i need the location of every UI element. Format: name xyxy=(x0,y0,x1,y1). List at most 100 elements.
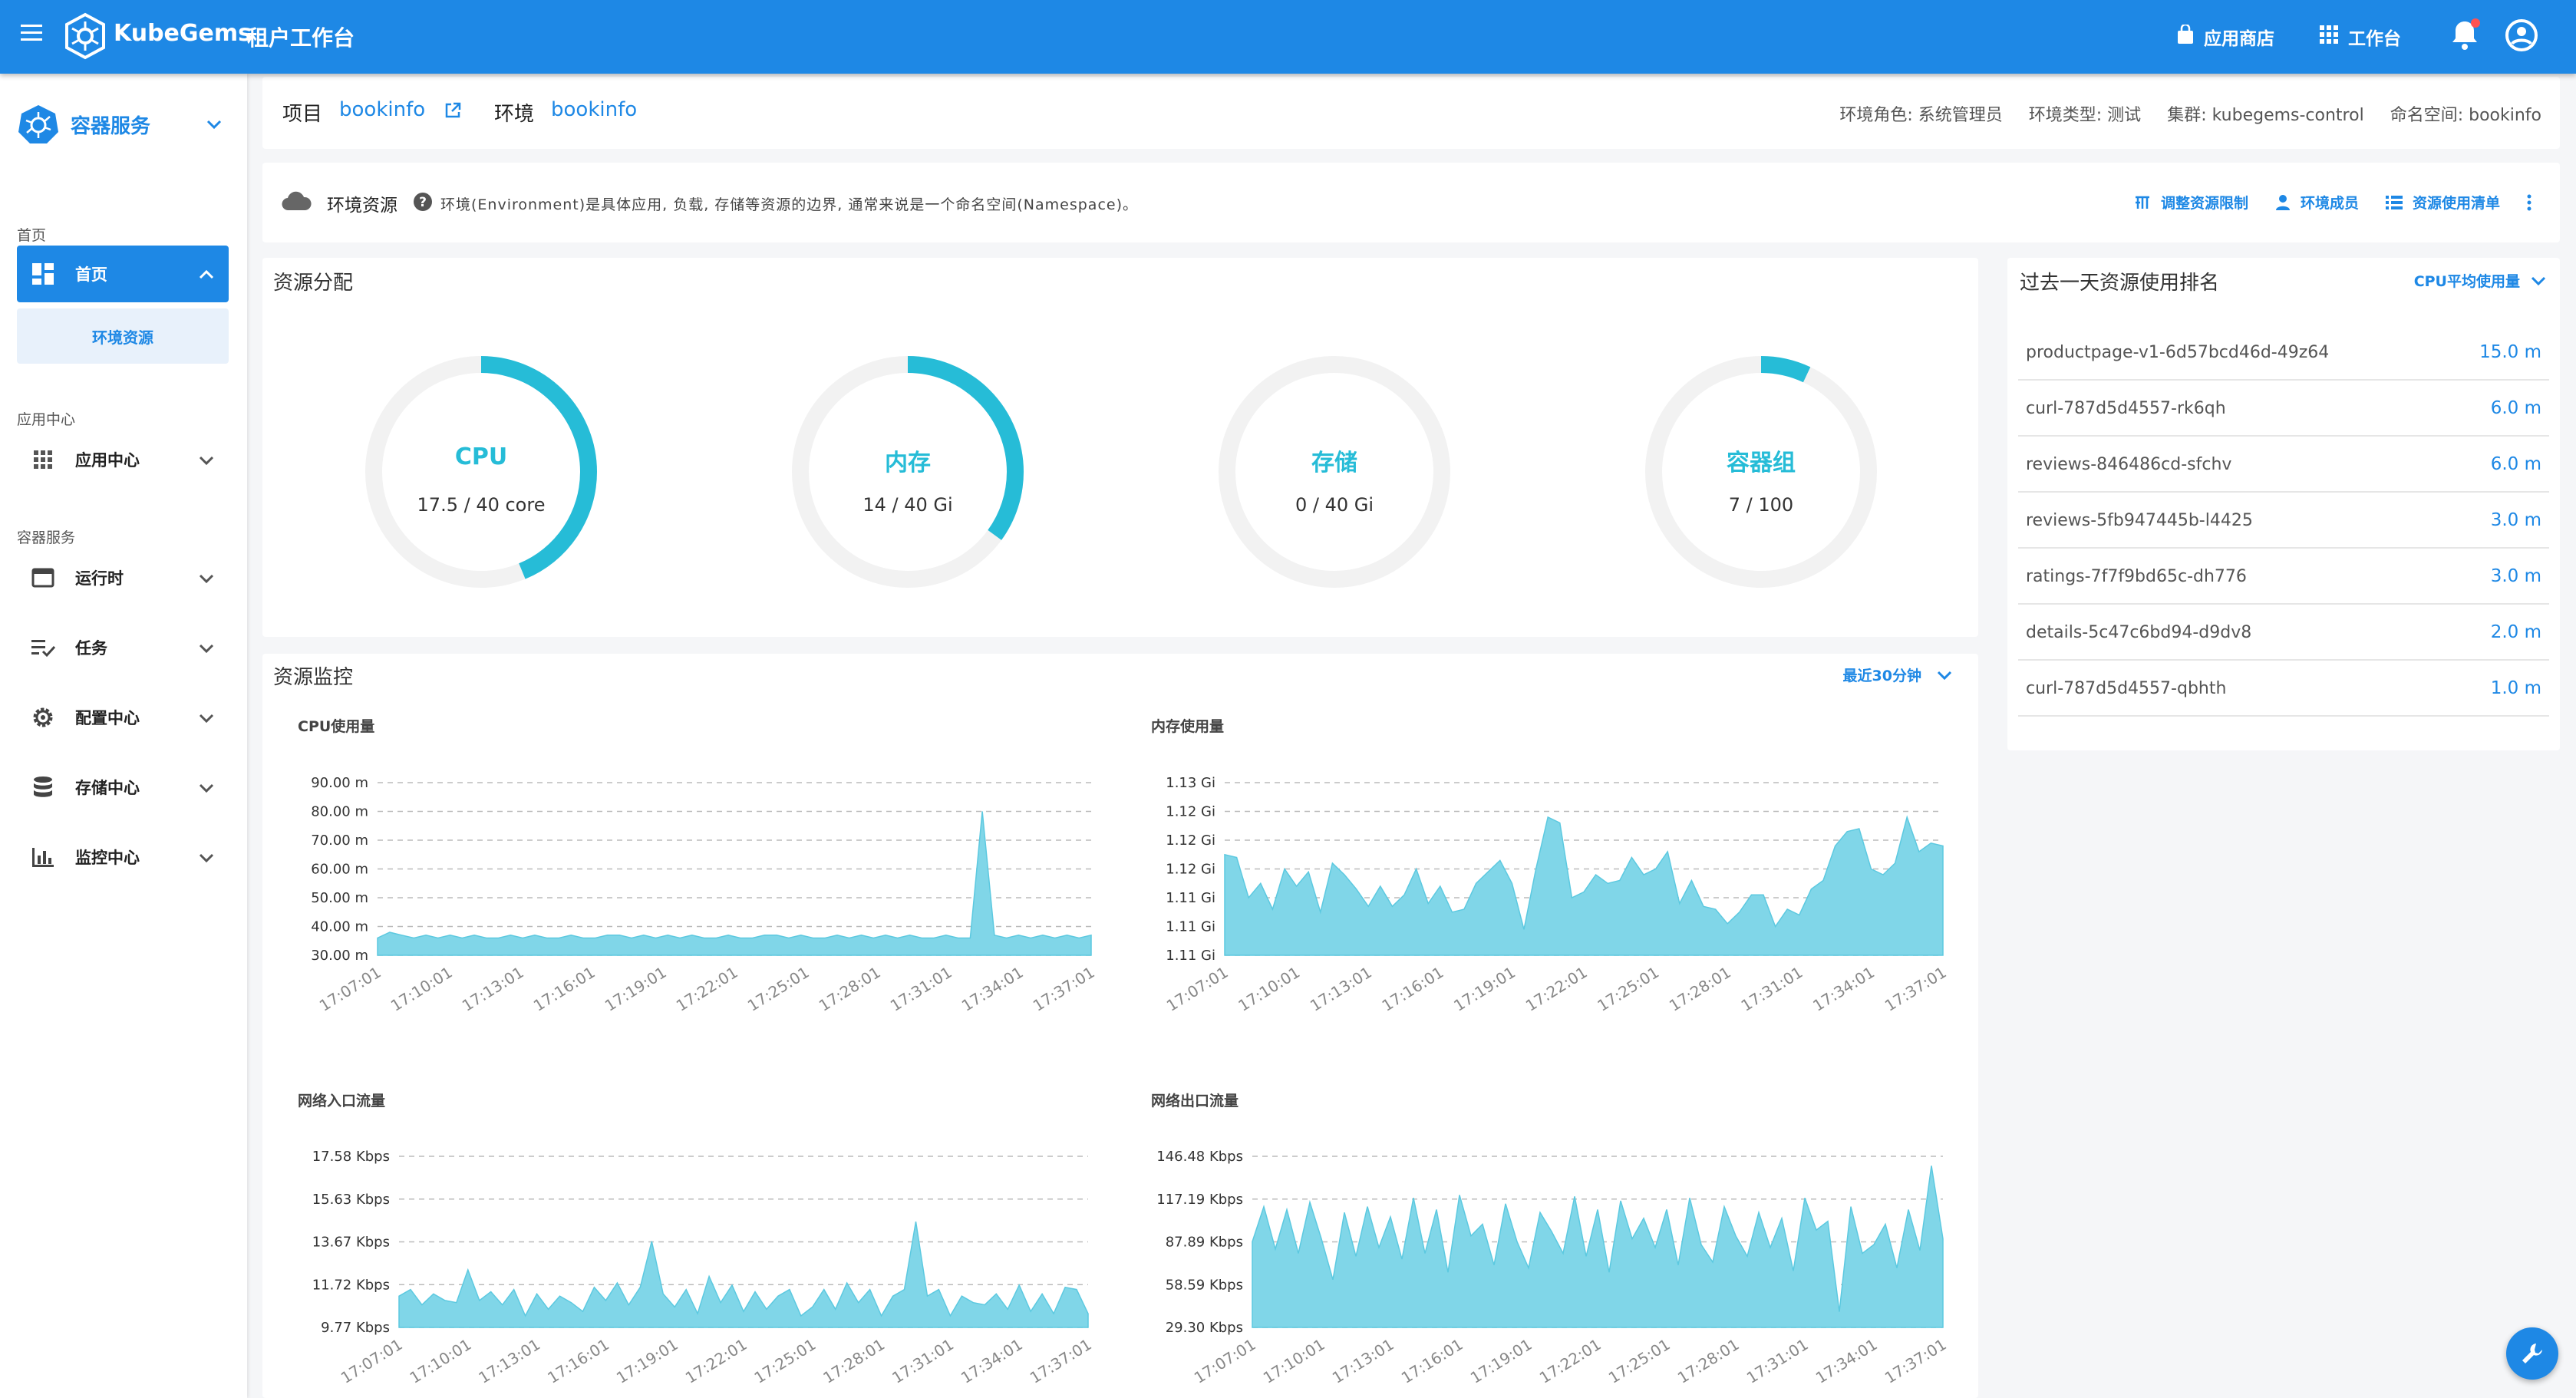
workspace-button[interactable]: 工作台 xyxy=(2319,21,2401,52)
pod-name: details-5c47c6bd94-d9dv8 xyxy=(2026,622,2252,642)
apps-grid-icon xyxy=(28,444,58,475)
ranking-title: 过去一天资源使用排名 xyxy=(2020,272,2220,295)
section-label-container-service: 容器服务 xyxy=(17,529,76,546)
y-tick-label: 17.58 Kbps xyxy=(312,1149,390,1165)
sidebar-item-monitor-center[interactable]: 监控中心 xyxy=(17,829,229,885)
account-circle-icon[interactable] xyxy=(2505,18,2538,52)
monitor-chart-1: 内存使用量 1.13 Gi 1.12 Gi 1.12 Gi 1.12 Gi 1.11 Gi… xyxy=(1139,715,1975,1022)
more-vert-icon[interactable] xyxy=(2526,193,2532,212)
x-tick-label: 17:37:01 xyxy=(1030,963,1098,1015)
x-tick-label: 17:28:01 xyxy=(816,963,884,1015)
ranking-row[interactable]: productpage-v1-6d57bcd46d-49z64 15.0 m xyxy=(2018,325,2549,381)
donut-3: 容器组 7 / 100 xyxy=(1642,353,1880,591)
y-tick-label: 90.00 m xyxy=(311,775,368,791)
usage-list-button[interactable]: 资源使用清单 xyxy=(2385,192,2500,213)
x-tick-label: 17:13:01 xyxy=(1307,963,1375,1015)
window-icon xyxy=(28,562,58,593)
x-tick-label: 17:37:01 xyxy=(1882,1335,1950,1387)
monitor-chart-3: 网络出口流量 146.48 Kbps 117.19 Kbps 87.89 Kbps 58… xyxy=(1139,1090,1975,1396)
ranking-row[interactable]: reviews-5fb947445b-l4425 3.0 m xyxy=(2018,493,2549,549)
donut-1: 内存 14 / 40 Gi xyxy=(789,353,1027,591)
x-tick-label: 17:10:01 xyxy=(1235,963,1303,1015)
sidebar-item-tasks[interactable]: 任务 xyxy=(17,619,229,676)
x-tick-label: 17:31:01 xyxy=(889,1335,957,1387)
y-tick-label: 70.00 m xyxy=(311,833,368,849)
chart-title: CPU使用量 xyxy=(298,718,375,735)
y-tick-label: 87.89 Kbps xyxy=(1166,1235,1243,1251)
tune-icon xyxy=(2133,193,2152,212)
x-tick-label: 17:13:01 xyxy=(475,1335,543,1387)
sidebar: 容器服务 首页 首页 环境资源 应用中心 应用中心 容器服务 运行时 任务 配置… xyxy=(0,74,247,1398)
service-name: 容器服务 xyxy=(71,114,151,138)
ranking-row[interactable]: reviews-846486cd-sfchv 6.0 m xyxy=(2018,437,2549,493)
y-tick-label: 80.00 m xyxy=(311,804,368,820)
pod-usage-value: 6.0 m xyxy=(2490,398,2541,418)
x-tick-label: 17:34:01 xyxy=(1809,963,1878,1015)
sidebar-item-app-center[interactable]: 应用中心 xyxy=(17,431,229,488)
env-link[interactable]: bookinfo xyxy=(551,98,638,121)
env-resource-title: 环境资源 xyxy=(327,196,397,216)
sidebar-item-label: 存储中心 xyxy=(75,779,140,797)
ranking-row[interactable]: ratings-7f7f9bd65c-dh776 3.0 m xyxy=(2018,549,2549,605)
project-link[interactable]: bookinfo xyxy=(339,98,426,121)
y-tick-label: 50.00 m xyxy=(311,890,368,906)
y-tick-label: 117.19 Kbps xyxy=(1156,1192,1243,1208)
env-actions: 调整资源限制 环境成员 资源使用清单 xyxy=(2133,192,2532,213)
sidebar-item-storage-center[interactable]: 存储中心 xyxy=(17,759,229,816)
apps-grid-icon xyxy=(2319,25,2339,49)
time-range-value: 最近30分钟 xyxy=(1842,668,1921,684)
chart-title: 网络出口流量 xyxy=(1151,1093,1239,1109)
ranking-row[interactable]: curl-787d5d4557-rk6qh 6.0 m xyxy=(2018,381,2549,437)
wrench-icon xyxy=(2519,1340,2545,1367)
series-area xyxy=(1224,815,1944,956)
x-tick-label: 17:25:01 xyxy=(744,963,813,1015)
notification-bell-icon[interactable] xyxy=(2449,18,2480,52)
cloud-icon xyxy=(281,190,312,215)
x-tick-label: 17:10:01 xyxy=(388,963,456,1015)
tools-fab-button[interactable] xyxy=(2506,1327,2558,1380)
sidebar-item-label: 配置中心 xyxy=(75,709,140,727)
y-tick-label: 30.00 m xyxy=(311,948,368,964)
app-store-button[interactable]: 应用商店 xyxy=(2176,21,2274,52)
monitor-chart-2: 网络入口流量 17.58 Kbps 15.63 Kbps 13.67 Kbps 11.7… xyxy=(285,1090,1122,1396)
chevron-down-icon xyxy=(198,709,215,727)
sidebar-item-config-center[interactable]: 配置中心 xyxy=(17,689,229,746)
x-tick-label: 17:07:01 xyxy=(338,1335,406,1387)
env-role: 环境角色: 系统管理员 xyxy=(1839,106,2003,125)
ranking-row[interactable]: curl-787d5d4557-qbhth 1.0 m xyxy=(2018,661,2549,717)
svg-text:?: ? xyxy=(419,195,427,210)
pod-usage-value: 6.0 m xyxy=(2490,454,2541,474)
chevron-down-icon xyxy=(198,451,215,470)
menu-icon[interactable] xyxy=(18,21,45,45)
section-label-home: 首页 xyxy=(17,227,47,244)
y-tick-label: 58.59 Kbps xyxy=(1166,1277,1243,1293)
y-tick-label: 1.12 Gi xyxy=(1166,833,1215,849)
time-range-select[interactable]: 最近30分钟 xyxy=(1843,664,1952,685)
sidebar-item-home[interactable]: 首页 xyxy=(17,246,229,302)
env-members-label: 环境成员 xyxy=(2300,195,2359,212)
sidebar-item-label: 首页 xyxy=(75,265,107,284)
env-members-button[interactable]: 环境成员 xyxy=(2274,192,2359,213)
x-tick-label: 17:28:01 xyxy=(1666,963,1734,1015)
x-tick-label: 17:19:01 xyxy=(1467,1335,1535,1387)
open-in-new-icon[interactable] xyxy=(444,101,462,123)
help-circle-icon[interactable]: ? xyxy=(413,192,433,215)
sidebar-subitem-env-resources[interactable]: 环境资源 xyxy=(17,308,229,364)
list-icon xyxy=(2385,194,2403,211)
donut-0: CPU 17.5 / 40 core xyxy=(362,353,600,591)
chevron-down-icon xyxy=(2531,276,2546,285)
ranking-metric-value: CPU平均使用量 xyxy=(2413,273,2520,290)
ranking-row[interactable]: details-5c47c6bd94-d9dv8 2.0 m xyxy=(2018,605,2549,661)
ranking-metric-select[interactable]: CPU平均使用量 xyxy=(2414,270,2546,291)
monitor-title: 资源监控 xyxy=(273,666,354,689)
x-tick-label: 17:13:01 xyxy=(459,963,527,1015)
x-tick-label: 17:16:01 xyxy=(1379,963,1447,1015)
service-selector[interactable]: 容器服务 xyxy=(17,101,224,147)
adjust-limits-label: 调整资源限制 xyxy=(2160,195,2248,212)
y-tick-label: 9.77 Kbps xyxy=(321,1320,390,1336)
chevron-up-icon xyxy=(198,265,215,284)
sidebar-item-runtime[interactable]: 运行时 xyxy=(17,549,229,606)
x-tick-label: 17:34:01 xyxy=(1812,1335,1881,1387)
adjust-limits-button[interactable]: 调整资源限制 xyxy=(2133,192,2248,213)
donut-label: 存储 xyxy=(1311,450,1357,476)
